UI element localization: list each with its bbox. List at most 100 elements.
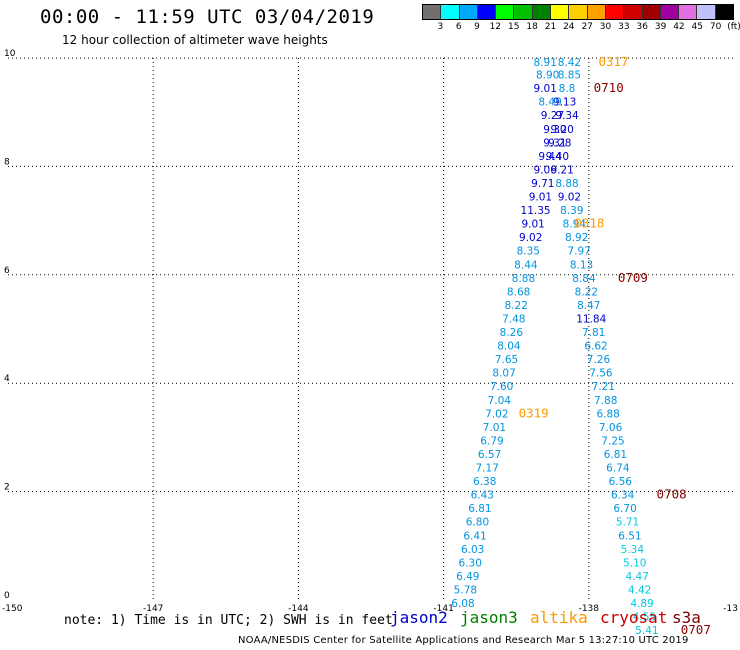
color-scale-label: 42 — [673, 22, 685, 32]
wave-height-label: 11.35 — [521, 205, 551, 217]
legend-altika: altika — [530, 608, 588, 627]
wave-height-label: 11.84 — [576, 313, 606, 325]
time-label: 0708 — [657, 487, 687, 502]
wave-height-label: 8.47 — [577, 300, 600, 312]
wave-height-label: 9.01 — [534, 83, 557, 95]
color-swatch — [569, 5, 588, 19]
wave-height-label: 8.07 — [492, 368, 515, 380]
wave-height-label: 9.02 — [519, 232, 542, 244]
wave-height-label: 8.13 — [570, 259, 593, 271]
color-swatch — [551, 5, 570, 19]
wave-height-label: 8.42 — [558, 57, 581, 69]
wave-height-label: 8.88 — [555, 178, 578, 190]
wave-height-label: 9.01 — [521, 219, 544, 231]
wave-height-label: 6.70 — [613, 503, 636, 515]
color-swatch — [605, 5, 625, 19]
color-swatch — [642, 5, 661, 19]
wave-height-label: 9.30 — [543, 124, 566, 136]
wave-height-label: 7.26 — [587, 354, 611, 366]
color-swatch — [459, 5, 478, 19]
wave-height-label: 5.41 — [635, 625, 658, 637]
wave-height-label: 6.56 — [609, 476, 633, 488]
color-swatch — [715, 5, 734, 19]
wave-height-label: 8.26 — [500, 327, 524, 339]
y-tick-label: 0 — [4, 591, 10, 601]
wave-height-label: 6.08 — [451, 598, 474, 610]
wave-height-label: 6.81 — [468, 503, 491, 515]
wave-height-label: 7.21 — [592, 381, 615, 393]
wave-height-label: 5.10 — [623, 557, 646, 569]
wave-height-label: 4.55 — [633, 612, 656, 624]
color-scale-label: 18 — [526, 22, 538, 32]
wave-height-label: 4.89 — [630, 598, 653, 610]
wave-height-label: 8.22 — [575, 286, 598, 298]
wave-height-label: 8.35 — [517, 246, 540, 258]
time-label: 0319 — [519, 405, 549, 420]
color-scale-label: 33 — [618, 22, 630, 32]
y-tick-label: 8 — [4, 157, 10, 167]
color-scale-label: (ft) — [727, 22, 740, 32]
wave-height-label: 9.02 — [558, 192, 581, 204]
color-scale-label: 15 — [508, 22, 520, 32]
wave-height-label: 9.31 — [543, 137, 566, 149]
wave-height-label: 9.01 — [529, 192, 552, 204]
color-scale-label: 6 — [455, 22, 462, 32]
color-swatch — [697, 5, 716, 19]
wave-height-label: 7.25 — [601, 435, 624, 447]
wave-height-label: 8.94 — [563, 219, 587, 231]
color-scale-label: 39 — [654, 22, 667, 32]
legend-jason3: jason3 — [460, 608, 518, 627]
color-scale-label: 24 — [563, 22, 575, 32]
wave-height-label: 7.81 — [582, 327, 605, 339]
wave-height-label: 6.62 — [584, 341, 607, 353]
color-scale-label: 21 — [544, 22, 557, 32]
y-tick-label: 2 — [4, 483, 10, 493]
color-scale-bar — [422, 4, 734, 20]
wave-height-label: 6.34 — [611, 490, 635, 502]
wave-height-label: 8.91 — [534, 57, 557, 69]
y-tick-label: 6 — [4, 266, 10, 276]
wave-height-label: 6.79 — [480, 435, 503, 447]
wave-height-label: 7.65 — [495, 354, 518, 366]
color-scale-label: 12 — [489, 22, 502, 32]
time-label: 0710 — [594, 80, 624, 95]
color-scale-label: 3 — [437, 22, 444, 32]
wave-height-label: 5.34 — [621, 544, 645, 556]
wave-height-label: 7.97 — [567, 246, 590, 258]
wave-height-label: 9.27 — [541, 110, 564, 122]
wave-height-label: 9.06 — [534, 164, 558, 176]
wave-height-label: 9.44 — [538, 151, 562, 163]
wave-height-label: 9.21 — [550, 164, 573, 176]
color-swatch — [423, 5, 442, 19]
wave-height-label: 5.78 — [454, 584, 477, 596]
color-scale-label: 70 — [709, 22, 722, 32]
wave-height-label: 5.71 — [616, 517, 639, 529]
wave-height-label: 6.57 — [478, 449, 501, 461]
x-tick-label: -147 — [143, 604, 163, 614]
color-swatch — [441, 5, 460, 19]
wave-height-label: 8.49 — [538, 97, 561, 109]
wave-height-label: 8.68 — [507, 286, 530, 298]
color-swatch — [624, 5, 643, 19]
wave-height-label: 7.56 — [589, 368, 613, 380]
wave-height-label: 6.03 — [461, 544, 484, 556]
color-swatch — [477, 5, 497, 19]
color-scale-label: 45 — [691, 22, 703, 32]
time-label: 0317 — [598, 54, 628, 69]
color-scale-label: 9 — [474, 22, 480, 32]
color-swatch — [532, 5, 552, 19]
wave-height-label: 9.13 — [553, 97, 576, 109]
legend-s3a: s3a — [672, 608, 701, 627]
wave-height-label: 9.71 — [531, 178, 554, 190]
wave-height-label: 9.20 — [550, 124, 573, 136]
wave-height-label: 7.48 — [502, 313, 525, 325]
chart-subtitle: 12 hour collection of altimeter wave hei… — [62, 33, 328, 47]
legend-cryosat: cryosat — [600, 608, 668, 627]
wave-height-label: 4.42 — [628, 584, 651, 596]
wave-height-label: 7.17 — [475, 463, 498, 475]
x-tick-label: -150 — [2, 604, 23, 614]
wave-height-label: 9.28 — [548, 137, 571, 149]
x-tick-label: -144 — [288, 604, 309, 614]
wave-height-label: 7.88 — [594, 395, 617, 407]
